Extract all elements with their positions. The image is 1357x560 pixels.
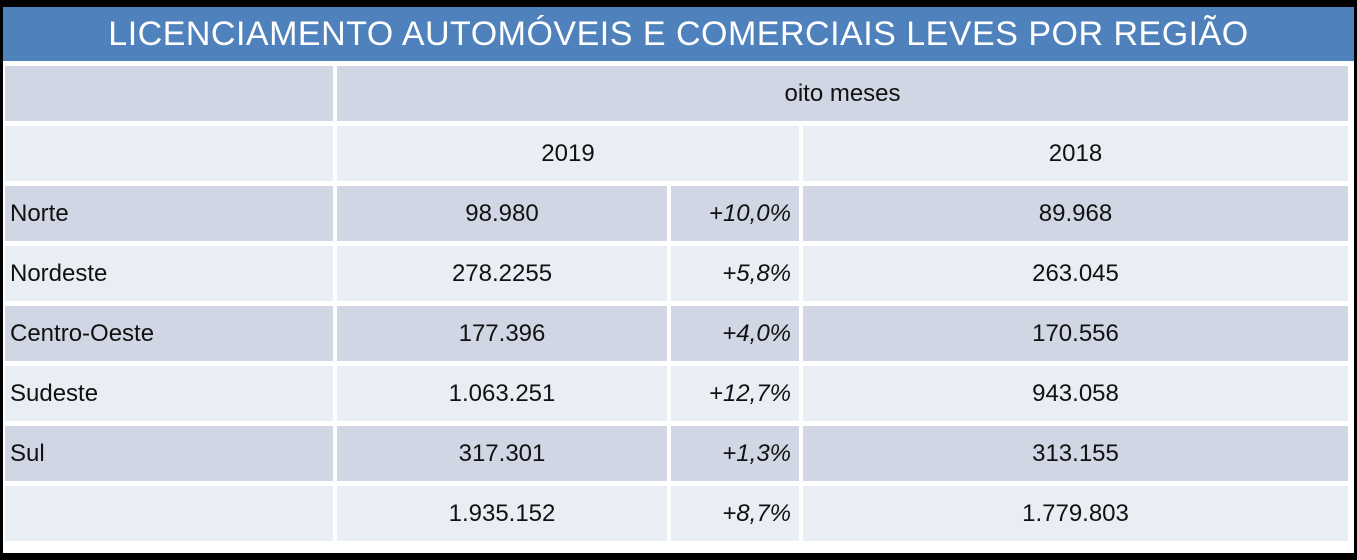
group-header-oito-meses: oito meses — [337, 66, 1348, 121]
table-row: Norte 98.980 +10,0% 89.968 — [5, 186, 1348, 241]
region-name-cell: Nordeste — [5, 246, 333, 301]
value-2018-cell: 1.779.803 — [803, 486, 1348, 541]
value-2019-cell: 177.396 — [337, 306, 667, 361]
value-2018-cell: 313.155 — [803, 426, 1348, 481]
region-name-cell: Centro-Oeste — [5, 306, 333, 361]
table-row: Nordeste 278.2255 +5,8% 263.045 — [5, 246, 1348, 301]
corner-cell-empty — [5, 66, 333, 121]
value-2019-cell: 317.301 — [337, 426, 667, 481]
value-2019-cell: 1.063.251 — [337, 366, 667, 421]
value-2019-cell: 278.2255 — [337, 246, 667, 301]
value-2018-cell: 170.556 — [803, 306, 1348, 361]
region-name-cell: Sul — [5, 426, 333, 481]
percent-change-cell: +8,7% — [671, 486, 799, 541]
value-2019-cell: 98.980 — [337, 186, 667, 241]
year-header-2019: 2019 — [337, 126, 799, 181]
group-header-row: oito meses — [5, 66, 1348, 121]
region-name-cell: Sudeste — [5, 366, 333, 421]
value-2018-cell: 943.058 — [803, 366, 1348, 421]
year-header-2018: 2018 — [803, 126, 1348, 181]
table-row: Centro-Oeste 177.396 +4,0% 170.556 — [5, 306, 1348, 361]
corner-cell-empty — [5, 126, 333, 181]
value-2018-cell: 263.045 — [803, 246, 1348, 301]
percent-change-cell: +5,8% — [671, 246, 799, 301]
region-name-cell: Norte — [5, 186, 333, 241]
percent-change-cell: +4,0% — [671, 306, 799, 361]
percent-change-cell: +12,7% — [671, 366, 799, 421]
table-row: Sul 317.301 +1,3% 313.155 — [5, 426, 1348, 481]
total-row: 1.935.152 +8,7% 1.779.803 — [5, 486, 1348, 541]
percent-change-cell: +1,3% — [671, 426, 799, 481]
value-2019-cell: 1.935.152 — [337, 486, 667, 541]
year-header-row: 2019 2018 — [5, 126, 1348, 181]
value-2018-cell: 89.968 — [803, 186, 1348, 241]
table-row: Sudeste 1.063.251 +12,7% 943.058 — [5, 366, 1348, 421]
region-name-cell — [5, 486, 333, 541]
page-title: LICENCIAMENTO AUTOMÓVEIS E COMERCIAIS LE… — [3, 7, 1354, 61]
percent-change-cell: +10,0% — [671, 186, 799, 241]
licensing-table: oito meses 2019 2018 Norte 98.980 +10,0%… — [1, 61, 1352, 546]
